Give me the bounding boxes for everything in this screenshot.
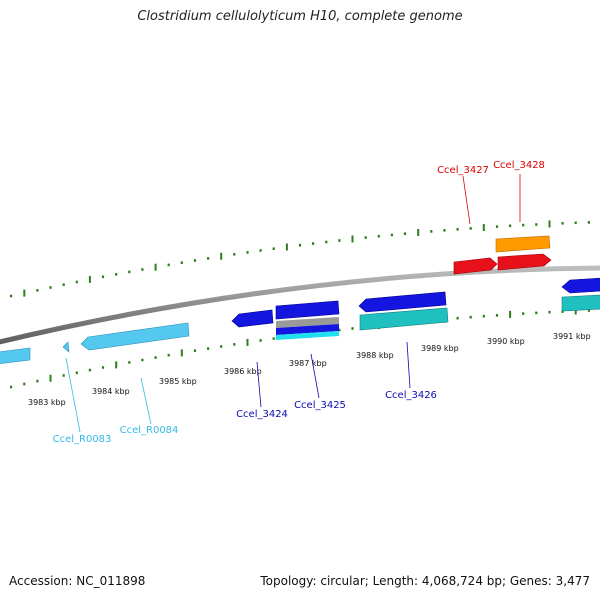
outer-scale-ticks [10,220,591,298]
gene-feature-ccel-3425[interactable] [275,300,340,320]
gene-feature-right-edge-cyan[interactable] [561,294,600,312]
gene-feature-ccel-3425-band-cyan [276,331,339,340]
tick-label-3991: 3991 kbp [553,332,591,341]
genome-stats-text: Topology: circular; Length: 4,068,724 bp… [260,574,590,588]
reverse-strand-features [0,277,600,365]
gene-feature-ccel-3425-band-grey [276,317,339,328]
gene-feature-ccel-3426[interactable] [358,291,447,313]
gene-label-ccel-r0084[interactable]: Ccel_R0084 [120,425,179,436]
gene-label-ccel-3424[interactable]: Ccel_3424 [236,409,288,420]
tick-label-3984: 3984 kbp [92,387,130,396]
leader-ccel-r0084 [140,377,152,425]
forward-strand-features [453,235,552,275]
tick-label-3987: 3987 kbp [289,359,327,368]
accession-text: Accession: NC_011898 [9,574,146,588]
leader-ccel-3426 [406,341,411,389]
leader-ccel-3424 [256,361,262,408]
gene-feature-ccel-r0084[interactable] [80,322,190,351]
genome-backbone [0,265,600,345]
gene-feature-misc-orange[interactable] [495,235,551,253]
gene-leader-lines [65,174,521,433]
tick-label-3985: 3985 kbp [159,377,197,386]
tick-label-3986: 3986 kbp [224,367,262,376]
gene-feature-ccel-3427[interactable] [453,257,498,275]
leader-ccel-3425 [310,353,320,399]
gene-label-ccel-3428[interactable]: Ccel_3428 [493,160,545,171]
tick-label-3988: 3988 kbp [356,351,394,360]
leader-ccel-3427 [462,175,471,225]
gene-feature-ccel-3424[interactable] [231,309,274,328]
scale-tick-labels: 3983 kbp 3984 kbp 3985 kbp 3986 kbp 3987… [28,332,591,407]
gene-label-ccel-3427[interactable]: Ccel_3427 [437,165,489,176]
gene-label-ccel-3425[interactable]: Ccel_3425 [294,400,346,411]
genome-title: Clostridium cellulolyticum H10, complete… [137,9,463,24]
gene-feature-ccel-r0083[interactable] [62,341,70,353]
tick-label-3983: 3983 kbp [28,398,66,407]
gene-label-ccel-r0083[interactable]: Ccel_R0083 [53,434,112,445]
tick-label-3990: 3990 kbp [487,337,525,346]
gene-feature-left-edge[interactable] [0,347,31,365]
gene-labels: Ccel_3427 Ccel_3428 Ccel_R0083 Ccel_R008… [53,160,545,445]
gene-feature-right-edge-blue[interactable] [561,277,600,294]
gene-feature-ccel-3425-band-blue [276,324,339,335]
leader-ccel-r0083 [65,357,81,433]
gene-feature-trna-band[interactable] [359,307,449,331]
gene-feature-ccel-3428[interactable] [497,253,552,271]
tick-label-3989: 3989 kbp [421,344,459,353]
gene-label-ccel-3426[interactable]: Ccel_3426 [385,390,437,401]
